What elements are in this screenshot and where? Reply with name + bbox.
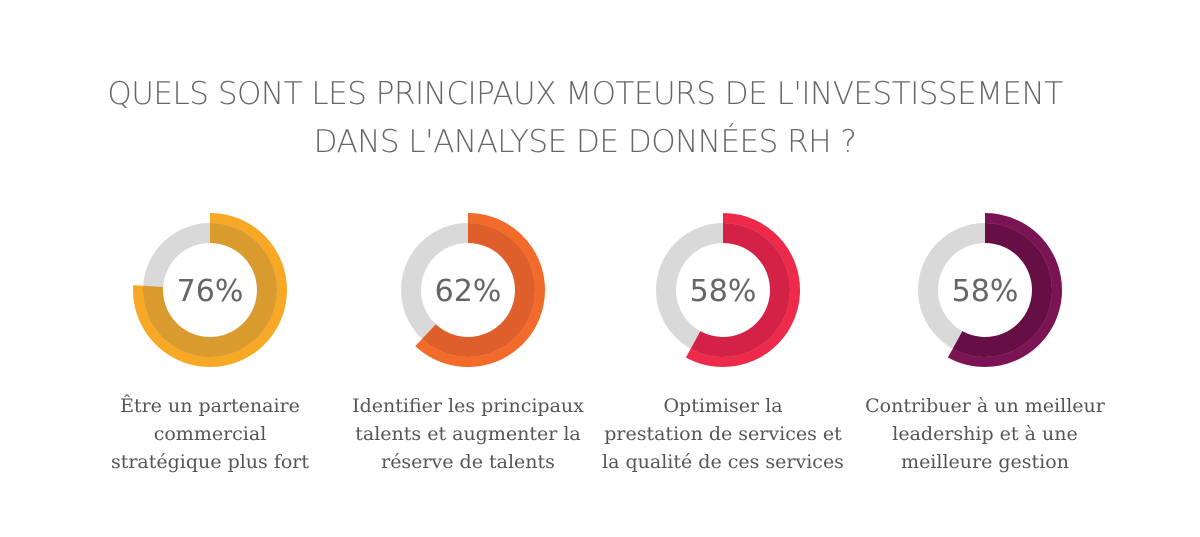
donut-chart-3: 58% — [643, 210, 803, 370]
donut-value-4: 58% — [952, 274, 1019, 309]
donut-arc-inner-4 — [952, 223, 1052, 357]
donut-arc-inner-1 — [143, 223, 277, 357]
donut-label-1-line-1: Être un partenaire — [120, 395, 300, 417]
donut-chart-2: 62% — [388, 210, 548, 370]
donut-label-1: Être un partenaire commercial stratégiqu… — [80, 392, 340, 476]
donut-label-2-line-1: Identifier les principaux — [352, 395, 584, 417]
donut-label-2-line-3: réserve de talents — [381, 451, 555, 473]
donut-label-3-line-3: la qualité de ces services — [602, 451, 844, 473]
chart-title-line-1: QUELS SONT LES PRINCIPAUX MOTEURS DE L'I… — [107, 76, 1063, 112]
donut-label-3-line-1: Optimiser la — [663, 395, 783, 417]
donut-label-1-line-3: stratégique plus fort — [110, 451, 310, 473]
donut-label-4: Contribuer à un meilleur leadership et à… — [855, 392, 1115, 476]
donut-value-3: 58% — [690, 274, 757, 309]
donut-svg-3: 58% — [656, 213, 800, 367]
donut-label-4-line-3: meilleure gestion — [901, 451, 1069, 473]
donut-label-3: Optimiser la prestation de services et l… — [593, 392, 853, 476]
donut-svg-4: 58% — [918, 213, 1062, 367]
donut-value-2: 62% — [435, 274, 502, 309]
donut-label-4-line-1: Contribuer à un meilleur — [865, 395, 1105, 417]
chart-title: QUELS SONT LES PRINCIPAUX MOTEURS DE L'I… — [0, 70, 1170, 166]
donut-arc-outer-3 — [685, 213, 800, 367]
donut-chart-4: 58% — [905, 210, 1065, 370]
donut-label-4-line-2: leadership et à une — [892, 423, 1078, 445]
donut-arc-outer-1 — [133, 213, 287, 367]
donut-arc-inner-2 — [422, 223, 535, 357]
chart-title-line-2: DANS L'ANALYSE DE DONNÉES RH ? — [313, 124, 857, 160]
donut-svg-1: 76% — [133, 213, 287, 367]
donut-label-2: Identifier les principaux talents et aug… — [338, 392, 598, 476]
donut-svg-2: 62% — [401, 213, 545, 367]
donut-label-2-line-2: talents et augmenter la — [355, 423, 581, 445]
donut-label-3-line-2: prestation de services et — [604, 423, 842, 445]
donut-arc-inner-3 — [690, 223, 790, 357]
donut-arc-outer-2 — [415, 213, 545, 367]
donut-arc-outer-4 — [947, 213, 1062, 367]
donut-chart-1: 76% — [130, 210, 290, 370]
donut-value-1: 76% — [177, 274, 244, 309]
donut-label-1-line-2: commercial — [153, 423, 267, 445]
